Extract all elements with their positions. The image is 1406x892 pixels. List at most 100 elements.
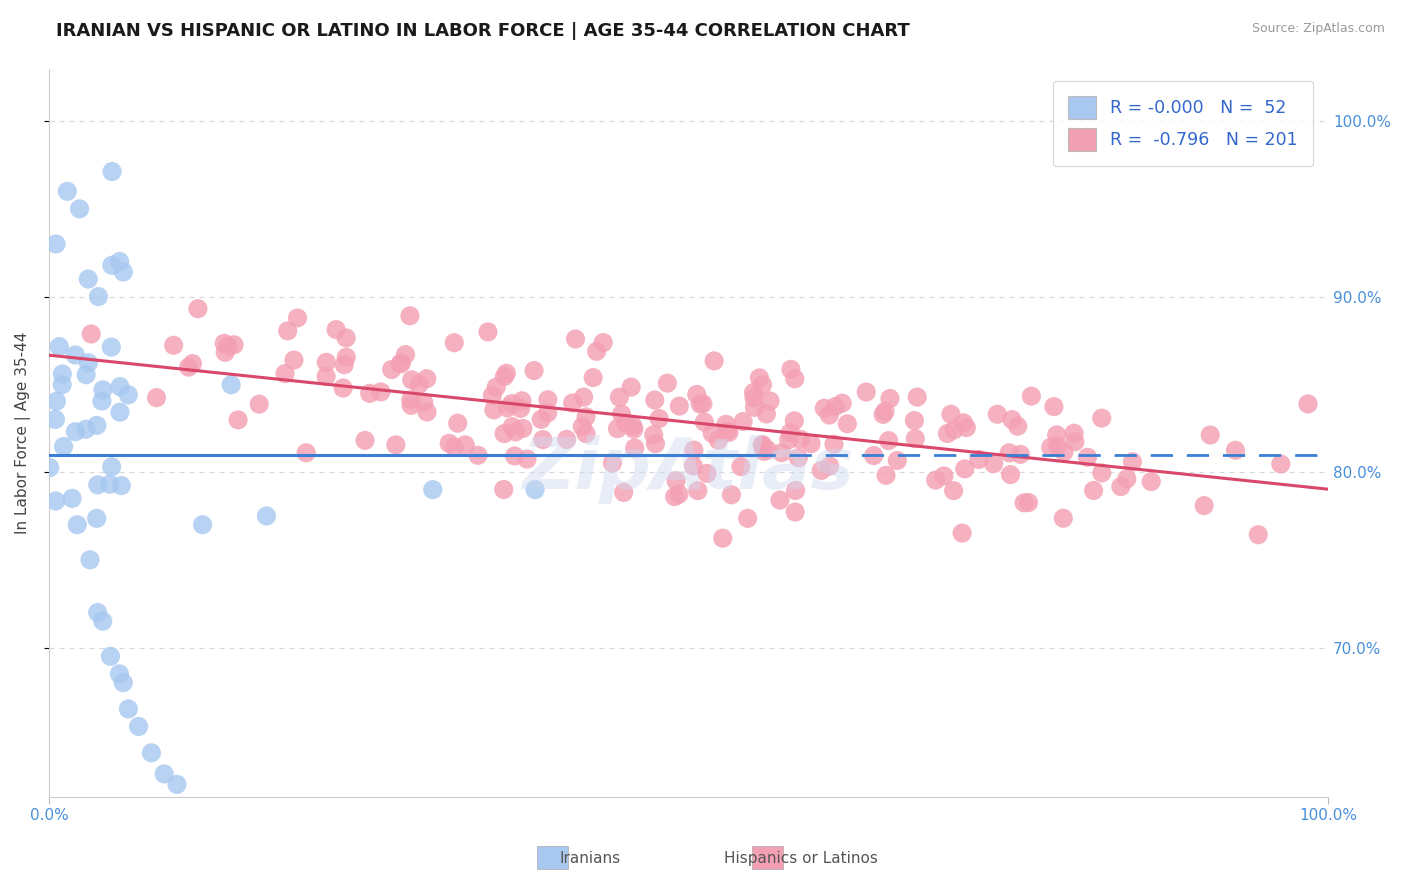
Point [555, 433, 578, 447]
Y-axis label: In Labor Force | Age 35-44: In Labor Force | Age 35-44 [15, 332, 31, 533]
Point [668, 487, 690, 501]
Point [467, 448, 489, 462]
Point [454, 438, 477, 452]
Point [79, 553, 101, 567]
Point [516, 452, 538, 467]
Point [66, 517, 89, 532]
Point [755, 407, 778, 421]
Point [359, 386, 381, 401]
Point [217, 339, 239, 353]
Point [45, 237, 67, 252]
Point [295, 446, 318, 460]
Point [1091, 466, 1114, 480]
Point [783, 414, 806, 428]
Point [531, 433, 554, 447]
Point [86, 606, 108, 620]
Point [1064, 434, 1087, 449]
Point [75, 422, 97, 436]
Point [69, 202, 91, 216]
Point [90, 394, 112, 409]
Point [1039, 440, 1062, 454]
Point [108, 380, 131, 394]
Point [1046, 439, 1069, 453]
Text: Iranians: Iranians [560, 851, 621, 865]
Point [399, 392, 422, 407]
Point [65, 348, 87, 362]
Point [718, 425, 741, 440]
Point [602, 456, 624, 470]
Point [412, 395, 434, 409]
Point [693, 415, 716, 429]
Point [86, 418, 108, 433]
Point [787, 450, 810, 465]
Point [381, 362, 404, 376]
Point [1076, 450, 1098, 465]
Point [742, 385, 765, 400]
Text: Hispanics or Latinos: Hispanics or Latinos [724, 851, 879, 865]
Point [703, 354, 725, 368]
Point [416, 405, 439, 419]
Point [610, 407, 633, 421]
Point [744, 401, 766, 415]
Point [1021, 389, 1043, 403]
Point [986, 407, 1008, 421]
Point [620, 380, 643, 394]
Point [77, 272, 100, 286]
Point [44, 412, 66, 426]
Point [682, 458, 704, 473]
Point [247, 397, 270, 411]
Bar [752, 846, 783, 869]
Point [824, 400, 846, 414]
Point [385, 438, 408, 452]
Point [1225, 443, 1247, 458]
Point [657, 376, 679, 390]
Point [117, 702, 139, 716]
Point [492, 483, 515, 497]
Point [512, 421, 534, 435]
Point [1043, 400, 1066, 414]
Point [443, 335, 465, 350]
Point [335, 350, 357, 364]
Point [952, 416, 974, 430]
Point [191, 517, 214, 532]
Point [87, 478, 110, 492]
Point [714, 417, 737, 432]
Point [769, 493, 792, 508]
Point [108, 405, 131, 419]
Point [65, 425, 87, 439]
Point [682, 443, 704, 458]
Point [325, 323, 347, 337]
Point [45, 394, 67, 409]
Point [437, 436, 460, 450]
Point [422, 483, 444, 497]
Text: ZipAtlas: ZipAtlas [523, 434, 855, 503]
Point [998, 446, 1021, 460]
Point [716, 424, 738, 438]
Point [501, 396, 523, 410]
Point [98, 477, 121, 491]
Point [1012, 496, 1035, 510]
Point [789, 433, 811, 447]
Point [482, 403, 505, 417]
Point [443, 440, 465, 454]
Point [711, 531, 734, 545]
Point [335, 331, 357, 345]
Point [1296, 397, 1319, 411]
Point [494, 369, 516, 384]
Point [162, 338, 184, 352]
Point [77, 356, 100, 370]
Point [75, 368, 97, 382]
Point [354, 434, 377, 448]
Point [955, 420, 977, 434]
Point [582, 370, 605, 384]
Point [1000, 467, 1022, 482]
Point [1018, 495, 1040, 509]
Point [779, 425, 801, 440]
Text: Source: ZipAtlas.com: Source: ZipAtlas.com [1251, 22, 1385, 36]
Point [181, 357, 204, 371]
Point [485, 380, 508, 394]
Point [751, 438, 773, 452]
Point [394, 348, 416, 362]
Point [623, 422, 645, 436]
Point [117, 388, 139, 402]
